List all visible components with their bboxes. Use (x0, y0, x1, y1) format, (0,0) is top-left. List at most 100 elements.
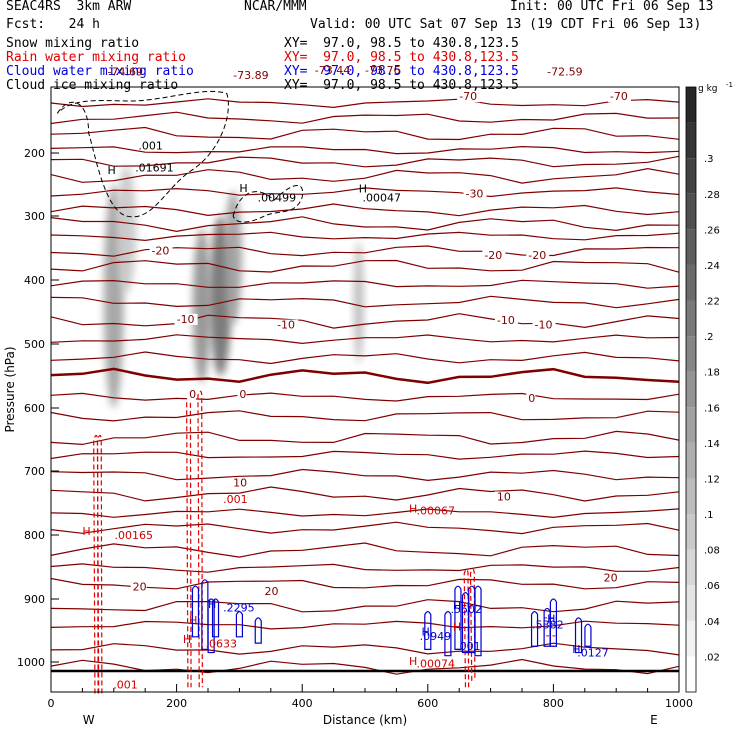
extremum-value-6: .00067 (417, 505, 456, 518)
y-tick-label-1: 200 (24, 147, 45, 160)
temperature-contour-24 (50, 508, 680, 519)
extremum-value-14: .0127 (577, 646, 609, 659)
extremum-value-15: .5382 (532, 619, 564, 632)
colorbar-tick-label-9: .12 (704, 474, 720, 485)
extremum-value-1: .00499 (258, 192, 297, 205)
field-xy-snow: XY= 97.0, 98.5 to 430.8,123.5 (284, 36, 519, 51)
rain-contour-3 (197, 390, 203, 688)
colorbar-cell-7 (686, 407, 696, 443)
cloud-water-contour-2 (207, 598, 215, 654)
extremum-H-11: H (547, 612, 555, 625)
temp-label-3: -20 (151, 244, 169, 257)
temperature-contours (50, 98, 680, 675)
colorbar-cell-2 (686, 585, 696, 621)
colorbar-tick-label-1: .28 (704, 190, 720, 201)
temp-label-15: 20 (133, 581, 147, 594)
y-tick-label-6: 700 (24, 465, 45, 478)
min-temp-label-2: -73.44 (315, 64, 350, 77)
extremum-value-3: .001 (138, 139, 163, 152)
temperature-contour-10 (50, 245, 680, 257)
x-tick-label-4: 800 (543, 697, 564, 710)
temp-label-bg-4 (482, 249, 506, 261)
colorbar-cell-15 (686, 122, 696, 159)
colorbar-cell-13 (686, 193, 696, 230)
temperature-contour-18 (50, 392, 680, 402)
axes: 0 200 400 600 800 100020030040050060070080090… (3, 86, 693, 727)
east-label: E (650, 713, 658, 727)
colorbar-cell-5 (686, 478, 696, 515)
model-label: SEAC4RS 3km ARW (6, 0, 132, 14)
temperature-contour-0 (50, 98, 680, 109)
field-label-rain: Rain water mixing ratio (6, 50, 187, 65)
temperature-contour-25 (50, 521, 680, 535)
temp-label-0: -70 (459, 90, 477, 103)
temp-label-12: 0 (528, 392, 535, 405)
temperature-contour-1 (50, 111, 680, 125)
y-tick-label-5: 600 (24, 402, 45, 415)
colorbar-tick-label-5: .2 (704, 332, 714, 343)
colorbar-tick-label-2: .26 (704, 225, 720, 236)
temp-label-5: -20 (528, 249, 546, 262)
temp-label-bg-16 (262, 586, 279, 598)
temperature-contour-22 (50, 468, 680, 482)
y-tick-label-9: 1000 (17, 656, 45, 669)
org-label: NCAR/MMM (244, 0, 307, 14)
temperature-contour-23 (50, 486, 680, 502)
colorbar-tick-label-4: .22 (704, 297, 720, 308)
x-axis-title: Distance (km) (323, 713, 407, 727)
cloud-water-contour-4 (235, 611, 243, 638)
temp-label-7: -10 (277, 319, 295, 332)
extremum-H-9: H (422, 626, 430, 639)
extremum-value-7: .0633 (206, 638, 238, 651)
ice-contour-1 (232, 185, 304, 223)
temp-label-bg-11 (237, 388, 247, 400)
extremum-value-0: .01691 (135, 161, 174, 174)
extremum-value-11: .5502 (450, 603, 482, 616)
min-temp-label-0: -74.69 (108, 65, 143, 78)
colorbar-cell-1 (686, 620, 696, 657)
temp-label-bg-3 (149, 245, 173, 257)
colorbar-tick-label-14: .02 (704, 652, 720, 663)
temperature-contour-8 (50, 216, 680, 233)
temp-label-bg-8 (494, 315, 518, 327)
extremum-H-1: H (239, 182, 247, 195)
min-temp-label-4: -72.59 (547, 65, 582, 78)
ice-contour-0 (56, 90, 229, 218)
extremum-H-7: H (208, 598, 216, 611)
rain-contour-5 (469, 568, 476, 681)
colorbar-cell-0 (686, 656, 696, 692)
temperature-contour-14 (50, 313, 680, 329)
colorbar-cell-16 (686, 87, 696, 123)
colorbar: .3 .28 .26 .24 .22 .2 .18 .16 .14 .12 .1 .08 .06 .04.… (685, 81, 733, 693)
temp-label-16: 20 (265, 585, 279, 598)
y-tick-label-2: 300 (24, 210, 45, 223)
temp-label-bg-14 (494, 491, 511, 503)
extremum-H-2: H (359, 183, 367, 196)
colorbar-cell-4 (686, 514, 696, 550)
x-tick-label-3: 600 (417, 697, 438, 710)
temp-label-bg-10 (187, 388, 197, 400)
min-temp-label-3: -73.76 (365, 64, 400, 77)
colorbar-tick-label-10: .1 (704, 510, 714, 521)
colorbar-tick-label-11: .08 (704, 546, 720, 557)
temperature-contour-3 (50, 145, 680, 155)
x-tick-label-1: 200 (166, 697, 187, 710)
rain-contour-0 (93, 434, 99, 694)
rain-contour-1 (96, 434, 103, 694)
temperature-contour-28 (50, 577, 680, 590)
temperature-contour-7 (50, 203, 680, 217)
temp-label-14: 10 (497, 490, 511, 503)
contour-labels: -70 -70 -30 -20 -20 -20 -10 -10 -10 -10 0 0 0 10 10 20 2… (82, 64, 631, 692)
extremum-value-9: .001 (113, 679, 138, 692)
field-label-cloud-ice: Cloud ice mixing ratio (6, 78, 179, 93)
colorbar-tick-label-7: .16 (704, 403, 720, 414)
extremum-H-13: H (189, 614, 197, 627)
extremum-H-10: H (572, 643, 580, 656)
colorbar-tick-label-0: .3 (704, 154, 714, 165)
extremum-H-0: H (108, 164, 116, 177)
temp-label-bg-13 (231, 477, 248, 489)
field-label-snow: Snow mixing ratio (6, 36, 140, 51)
temp-label-6: -10 (177, 313, 195, 326)
snow-core-4 (224, 190, 243, 325)
